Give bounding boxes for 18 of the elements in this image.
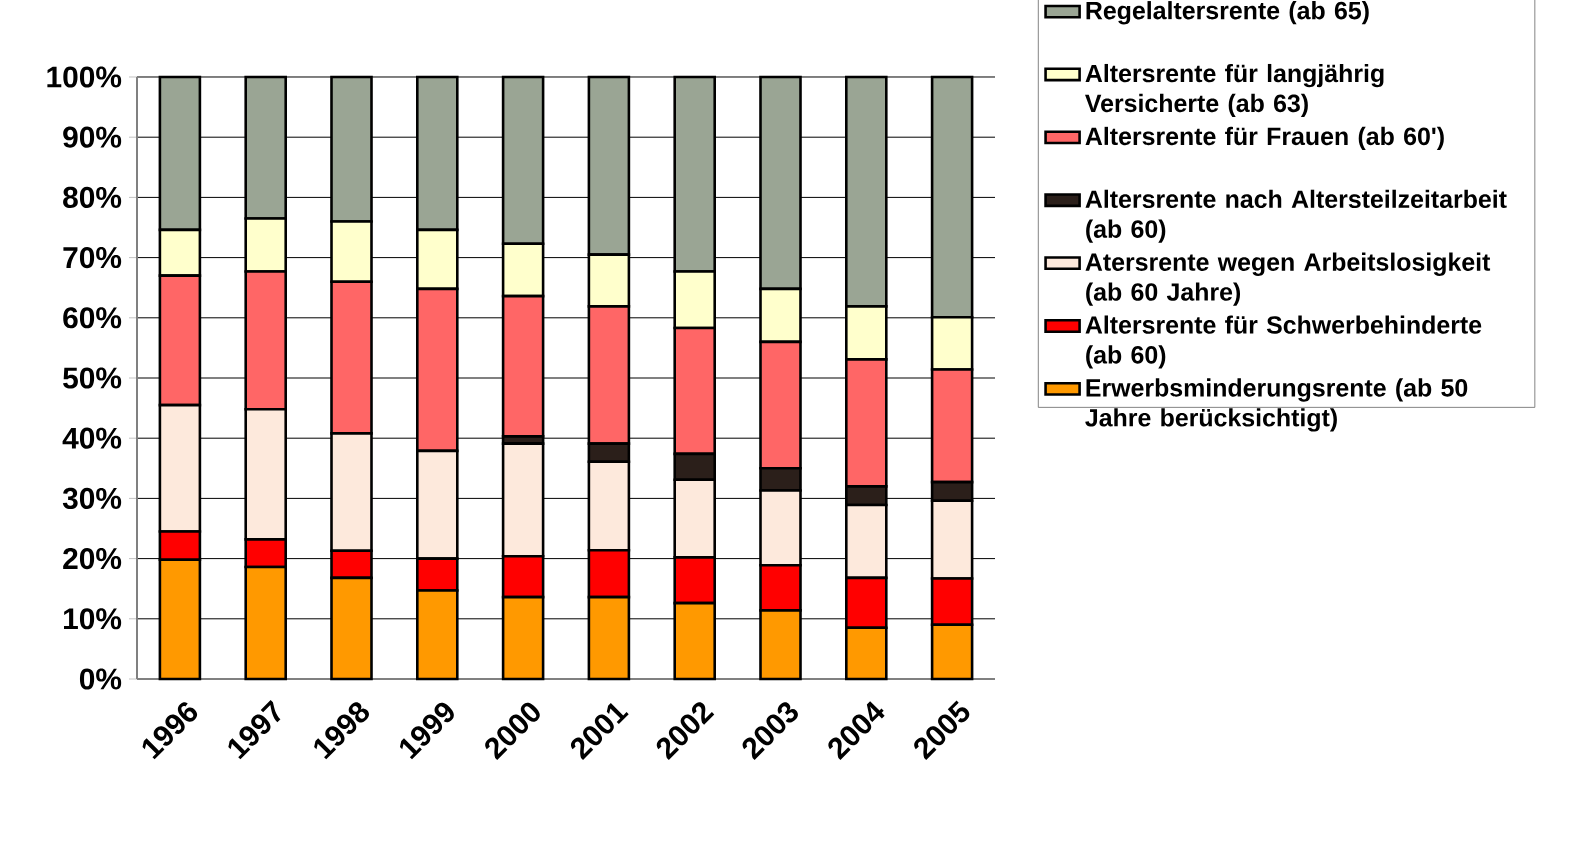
legend-label: Altersrente nach Altersteilzeitarbeit (ab 60) <box>1085 189 1507 243</box>
legend-label: Atersrente wegen Arbeitslosigkeit (ab 60 Jahre) <box>1085 252 1491 306</box>
legend-label: Altersrente für Schwerbehinderte (ab 60) <box>1085 315 1482 369</box>
y-tick-label: 100% <box>47 66 122 88</box>
legend-label: Regelaltersrente (ab 65) <box>1086 1 1369 25</box>
y-tick-label: 60% <box>63 307 122 329</box>
legend-label: Altersrente für Frauen (ab 60') <box>1085 126 1444 151</box>
y-tick-label: 20% <box>63 548 122 570</box>
legend-label: Altersrente für langjährig Versicherte (ab 63) <box>1085 63 1384 118</box>
y-tick-label: 30% <box>62 487 122 510</box>
legend-label: Erwerbsminderungsrente (ab 50 Jahre berücksichtigt) <box>1085 378 1468 432</box>
y-tick-label: 90% <box>63 126 122 148</box>
y-tick-label: 80% <box>63 186 122 208</box>
y-tick-label: 10% <box>64 608 122 630</box>
y-tick-label: 0% <box>79 668 122 690</box>
y-tick-label: 50% <box>63 367 122 389</box>
y-tick-label: 40% <box>62 427 122 449</box>
y-tick-label: 70% <box>63 247 122 269</box>
